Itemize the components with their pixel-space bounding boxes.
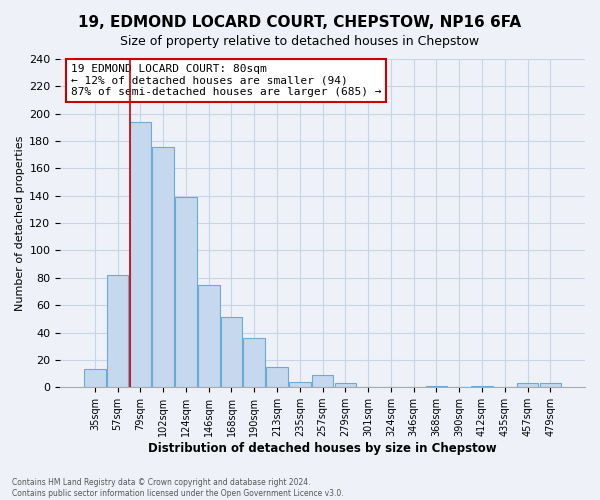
Bar <box>539 383 561 387</box>
Bar <box>244 338 265 387</box>
X-axis label: Distribution of detached houses by size in Chepstow: Distribution of detached houses by size … <box>148 442 497 455</box>
Bar <box>312 375 334 387</box>
Bar <box>152 146 174 387</box>
Bar <box>107 275 128 387</box>
Bar <box>289 382 311 387</box>
Bar <box>198 284 220 387</box>
Bar <box>471 386 493 387</box>
Y-axis label: Number of detached properties: Number of detached properties <box>15 136 25 311</box>
Bar <box>175 197 197 387</box>
Bar <box>425 386 447 387</box>
Text: 19, EDMOND LOCARD COURT, CHEPSTOW, NP16 6FA: 19, EDMOND LOCARD COURT, CHEPSTOW, NP16 … <box>79 15 521 30</box>
Bar <box>84 370 106 387</box>
Bar <box>130 122 151 387</box>
Text: Contains HM Land Registry data © Crown copyright and database right 2024.
Contai: Contains HM Land Registry data © Crown c… <box>12 478 344 498</box>
Bar <box>266 366 288 387</box>
Text: 19 EDMOND LOCARD COURT: 80sqm
← 12% of detached houses are smaller (94)
87% of s: 19 EDMOND LOCARD COURT: 80sqm ← 12% of d… <box>71 64 381 97</box>
Bar <box>221 318 242 387</box>
Bar <box>517 383 538 387</box>
Bar <box>335 383 356 387</box>
Text: Size of property relative to detached houses in Chepstow: Size of property relative to detached ho… <box>121 35 479 48</box>
